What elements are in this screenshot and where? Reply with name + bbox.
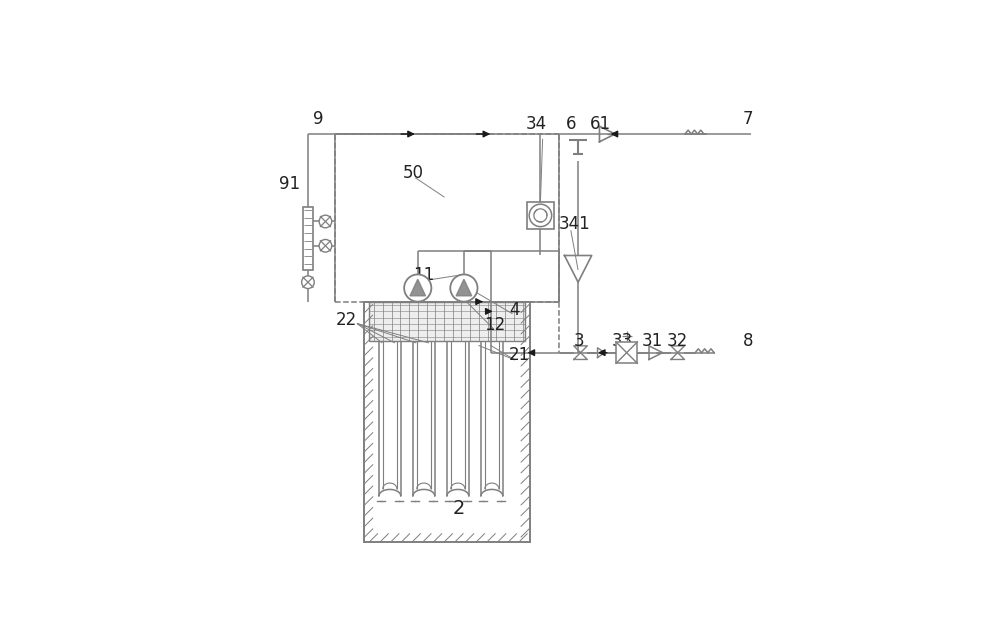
Text: 50: 50 bbox=[402, 164, 423, 182]
Text: 91: 91 bbox=[279, 175, 301, 192]
Text: 34: 34 bbox=[525, 115, 546, 133]
Circle shape bbox=[319, 215, 332, 228]
Text: 31: 31 bbox=[641, 331, 663, 350]
Circle shape bbox=[302, 276, 314, 288]
Text: 12: 12 bbox=[484, 316, 505, 334]
Text: 21: 21 bbox=[509, 346, 530, 364]
Text: 341: 341 bbox=[559, 215, 591, 233]
Text: 32: 32 bbox=[667, 331, 688, 350]
Text: 9: 9 bbox=[313, 110, 323, 129]
Text: 33: 33 bbox=[612, 331, 633, 350]
Text: 3: 3 bbox=[574, 331, 584, 350]
Circle shape bbox=[529, 204, 552, 227]
Text: 6: 6 bbox=[566, 115, 576, 133]
Text: 4: 4 bbox=[510, 301, 520, 319]
Bar bbox=[303, 207, 313, 270]
Text: 11: 11 bbox=[413, 266, 435, 284]
Bar bbox=[527, 202, 554, 229]
Circle shape bbox=[404, 274, 431, 302]
Text: 7: 7 bbox=[742, 110, 753, 129]
Polygon shape bbox=[410, 280, 426, 296]
Polygon shape bbox=[456, 280, 472, 296]
Circle shape bbox=[319, 239, 332, 252]
Bar bbox=[616, 342, 637, 363]
Bar bbox=[364, 302, 530, 542]
Text: 61: 61 bbox=[589, 115, 611, 133]
Text: 2: 2 bbox=[453, 498, 465, 517]
Text: 8: 8 bbox=[742, 331, 753, 350]
Text: 22: 22 bbox=[336, 310, 357, 329]
Bar bbox=[369, 302, 525, 341]
Circle shape bbox=[450, 274, 478, 302]
